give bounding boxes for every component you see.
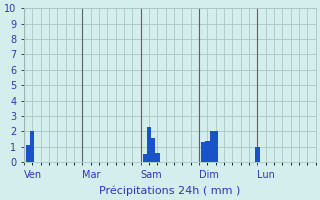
- Bar: [214, 131, 218, 162]
- Bar: [155, 153, 160, 162]
- Bar: [151, 138, 155, 162]
- Bar: [205, 141, 210, 162]
- Bar: [143, 154, 147, 162]
- Bar: [201, 142, 205, 162]
- Bar: [147, 127, 151, 162]
- Bar: [210, 131, 214, 162]
- X-axis label: Précipitations 24h ( mm ): Précipitations 24h ( mm ): [99, 185, 241, 196]
- Bar: [30, 131, 35, 162]
- Bar: [255, 147, 260, 162]
- Bar: [26, 145, 30, 162]
